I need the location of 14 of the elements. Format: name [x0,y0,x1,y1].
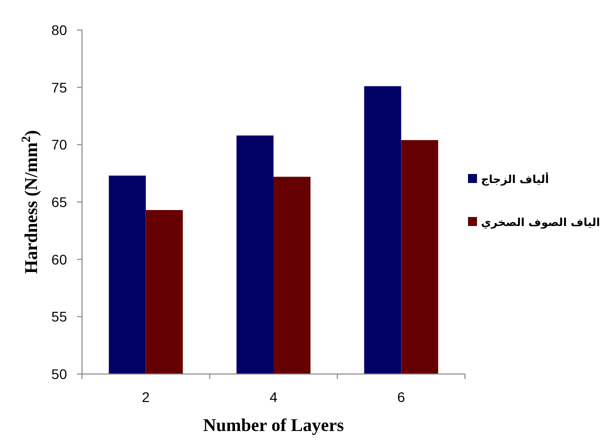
legend-label: الياف الصوف الصخري [481,216,600,229]
x-tick-label: 6 [397,389,406,405]
y-tick-label: 55 [51,308,68,325]
x-axis-title: Number of Layers [203,415,344,435]
y-tick-label: 50 [51,366,68,382]
y-tick-label: 80 [51,22,68,38]
x-tick-label: 2 [142,389,150,405]
legend-label: ألياف الزجاج [481,172,549,186]
y-tick-label: 65 [51,194,68,210]
y-tick-label: 70 [51,136,68,153]
y-tick-label: 75 [51,79,68,96]
y-tick-label: 60 [51,251,68,268]
x-tick-label: 4 [270,389,278,405]
legend: ألياف الزجاج الياف الصوف الصخري [468,173,600,229]
